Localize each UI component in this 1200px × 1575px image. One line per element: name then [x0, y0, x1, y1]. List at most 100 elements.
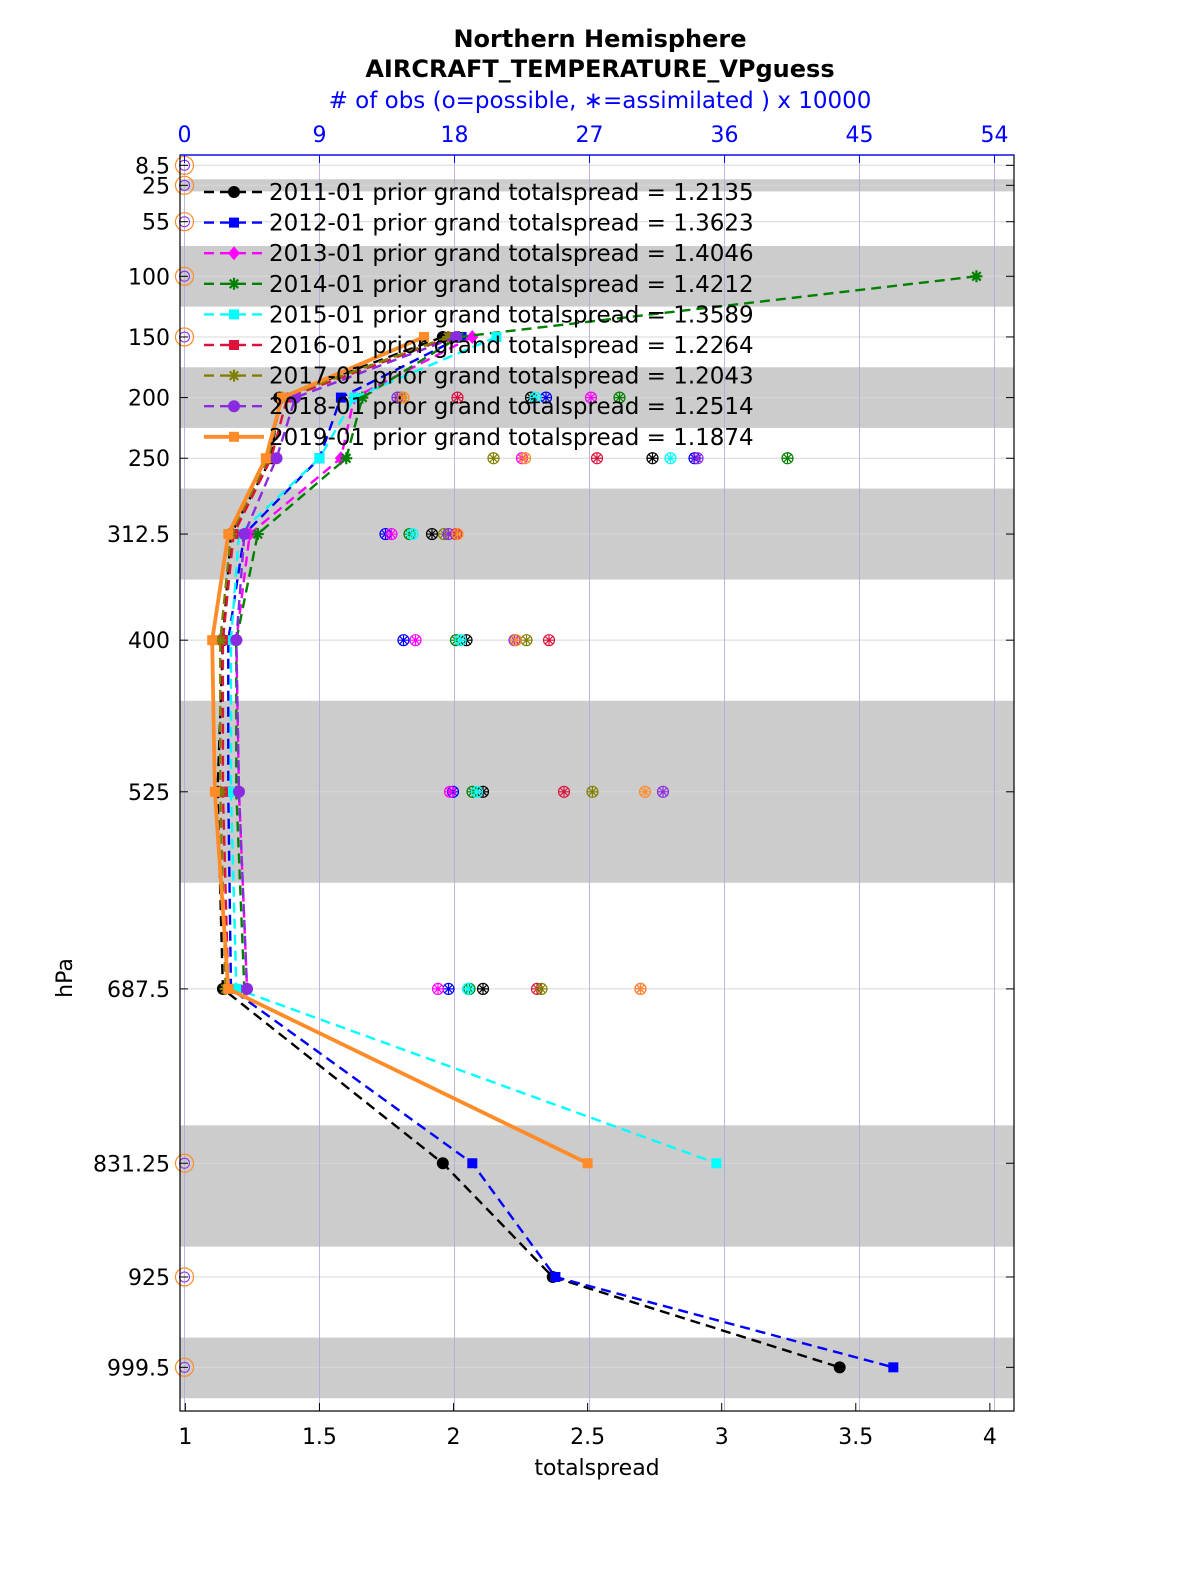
series-point — [260, 453, 271, 464]
legend-entry: 2013-01 prior grand totalspread = 1.4046 — [269, 241, 754, 267]
series-point — [238, 528, 251, 541]
legend-marker — [228, 277, 240, 290]
obs-possible-marker — [634, 982, 647, 995]
obs-possible-marker — [781, 452, 794, 465]
obs-assimilated-marker — [427, 529, 437, 540]
obs-possible-marker — [584, 391, 598, 404]
obs-possible-marker — [476, 982, 490, 995]
obs-assimilated-marker — [472, 786, 482, 797]
obs-possible-marker — [451, 527, 464, 541]
obs-assimilated-marker — [521, 635, 532, 646]
series-point — [209, 786, 220, 797]
obs-assimilated-marker — [488, 453, 499, 464]
series-point — [466, 329, 479, 344]
y-tick-label: 55 — [142, 211, 170, 236]
obs-possible-marker — [409, 634, 422, 647]
series-point — [442, 330, 455, 343]
legend-marker — [229, 340, 239, 350]
obs-possible-marker — [461, 982, 475, 995]
legend-entry: 2015-01 prior grand totalspread = 1.3589 — [269, 302, 754, 328]
series-point — [833, 1361, 846, 1374]
y-tick-label: 687.5 — [107, 978, 170, 1003]
y-axis-label: hPa — [53, 958, 78, 998]
series-point — [450, 330, 463, 343]
obs-possible-marker — [535, 982, 548, 995]
top-tick-label: 45 — [846, 123, 874, 148]
top-tick-label: 36 — [711, 123, 739, 148]
series-point — [550, 1271, 561, 1282]
series-point — [207, 635, 218, 646]
zero-obs-marker — [174, 1267, 195, 1287]
obs-assimilated-marker — [586, 392, 596, 403]
obs-assimilated-marker — [511, 635, 521, 646]
y-tick-label: 312.5 — [107, 523, 170, 548]
obs-assimilated-marker — [541, 392, 551, 403]
y-tick-label: 100 — [128, 265, 170, 290]
top-axis-label: # of obs (o=possible, ∗=assimilated ) x … — [328, 88, 872, 114]
obs-possible-marker — [454, 634, 467, 647]
series-point — [251, 528, 264, 541]
legend-entry: 2019-01 prior grand totalspread = 1.1874 — [269, 425, 754, 451]
legend-entry: 2011-01 prior grand totalspread = 1.2135 — [269, 180, 754, 206]
obs-assimilated-marker — [782, 453, 793, 464]
obs-assimilated-marker — [452, 529, 463, 540]
series-point — [214, 785, 227, 798]
layer-band — [180, 1125, 1014, 1247]
series-point — [270, 452, 283, 465]
obs-possible-marker — [646, 452, 659, 465]
y-tick-label: 250 — [128, 447, 170, 472]
obs-assimilated-marker — [635, 983, 646, 994]
obs-possible-marker — [557, 785, 571, 798]
y-tick-label: 8.5 — [135, 154, 170, 179]
obs-possible-marker — [613, 391, 626, 404]
obs-assimilated-marker — [443, 983, 454, 994]
top-tick-label: 0 — [178, 123, 192, 148]
zero-obs-marker — [174, 1153, 195, 1173]
series-point — [467, 1158, 478, 1169]
obs-possible-marker — [691, 452, 704, 465]
layer-band — [180, 1337, 1014, 1399]
x-tick-label: 3.5 — [838, 1425, 873, 1450]
y-tick-label: 831.25 — [93, 1152, 170, 1177]
obs-assimilated-marker — [386, 529, 397, 540]
series-line-4 — [235, 275, 977, 989]
obs-possible-marker — [397, 634, 410, 647]
series-point — [225, 786, 236, 797]
obs-assimilated-marker — [463, 983, 473, 994]
obs-possible-marker — [431, 982, 445, 995]
y-tick-label: 25 — [142, 174, 170, 199]
obs-possible-marker — [638, 785, 652, 798]
series-point — [491, 331, 502, 342]
legend-entry: 2014-01 prior grand totalspread = 1.4212 — [269, 272, 754, 298]
series-point — [888, 1362, 899, 1373]
legend-marker — [229, 431, 239, 442]
series-line-9 — [210, 335, 589, 1165]
series-point — [231, 983, 242, 994]
top-tick-label: 27 — [576, 123, 604, 148]
x-axis-label: totalspread — [534, 1456, 659, 1481]
obs-assimilated-marker — [665, 453, 676, 464]
obs-assimilated-marker — [647, 453, 658, 464]
chart-title-line-1: Northern Hemisphere — [453, 25, 747, 53]
series-point — [223, 529, 234, 540]
legend-entry: 2016-01 prior grand totalspread = 1.2264 — [269, 333, 754, 359]
obs-possible-marker — [385, 527, 398, 541]
series-point — [711, 1158, 722, 1169]
series-line-5 — [229, 335, 717, 1165]
obs-assimilated-marker — [443, 529, 454, 540]
chart-title-line-2: AIRCRAFT_TEMPERATURE_VPguess — [365, 55, 835, 83]
legend-marker — [228, 369, 240, 382]
legend-entry: 2018-01 prior grand totalspread = 1.2514 — [269, 394, 754, 420]
series-point — [419, 331, 430, 342]
series-point — [356, 391, 369, 404]
legend-marker — [228, 186, 240, 198]
y-tick-label: 525 — [128, 781, 170, 806]
legend-marker — [229, 309, 239, 320]
obs-possible-marker — [656, 785, 670, 798]
zero-obs-marker — [174, 175, 195, 195]
series-point — [223, 983, 234, 994]
series-point — [276, 392, 287, 403]
obs-assimilated-marker — [478, 983, 488, 994]
series-line-2 — [227, 335, 894, 1369]
obs-assimilated-marker — [520, 453, 530, 464]
